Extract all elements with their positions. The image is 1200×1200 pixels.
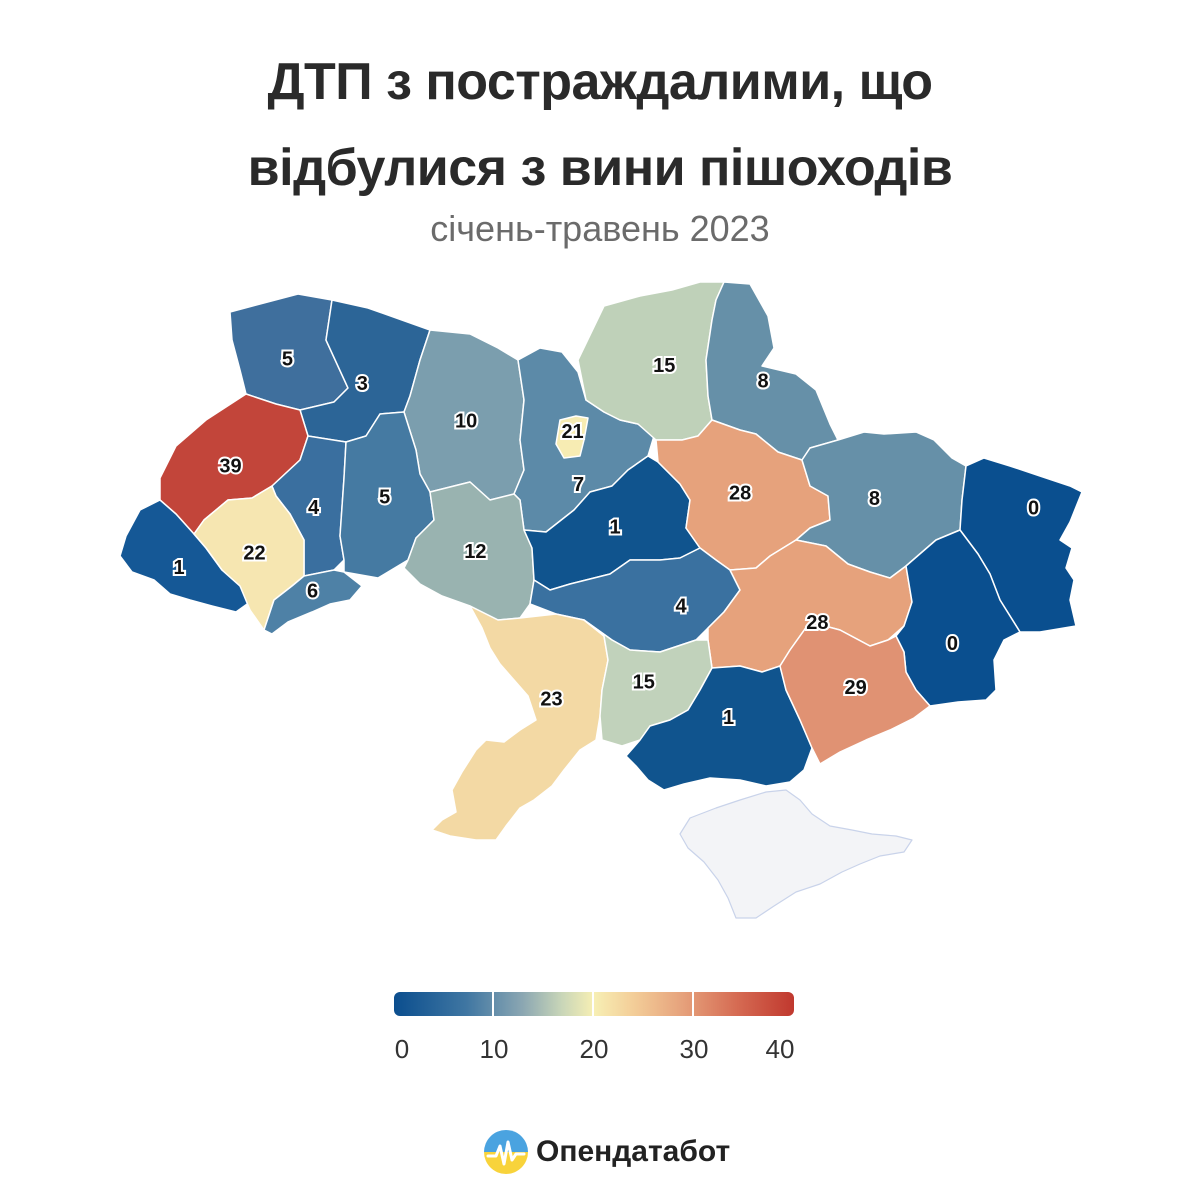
region-chernivtsi[interactable] bbox=[263, 569, 363, 635]
legend-tick-0: 0 bbox=[394, 1034, 410, 1064]
legend-separator bbox=[492, 992, 494, 1016]
title-line-2: відбулися з вини пішоходів bbox=[247, 139, 953, 197]
legend-tick-40: 40 bbox=[765, 1034, 795, 1064]
legend-separator bbox=[592, 992, 594, 1016]
region-value-label: 10 bbox=[455, 410, 477, 432]
region-value-label: 8 bbox=[869, 488, 880, 510]
region-zaporizhzhia[interactable] bbox=[779, 621, 931, 765]
region-value-label: 4 bbox=[308, 497, 320, 519]
region-value-label: 0 bbox=[947, 633, 958, 655]
legend-separator bbox=[692, 992, 694, 1016]
region-value-label: 1 bbox=[173, 557, 184, 579]
title-line-1: ДТП з постраждалими, що bbox=[267, 53, 933, 111]
region-odesa[interactable] bbox=[431, 605, 609, 841]
region-zakarpattia[interactable] bbox=[119, 499, 251, 613]
opendatabot-logo[interactable]: Опендатабот bbox=[484, 1128, 730, 1176]
region-value-label: 15 bbox=[653, 355, 675, 377]
region-value-label: 1 bbox=[610, 517, 621, 539]
region-value-label: 21 bbox=[561, 421, 583, 443]
logo-text: Опендатабот bbox=[536, 1135, 731, 1168]
region-value-label: 29 bbox=[845, 677, 867, 699]
legend-tick-30: 30 bbox=[679, 1034, 709, 1064]
ukraine-map: 5 3 10 7 21 15 8 39 4 5 12 1 28 8 0 1 22 6 4 28 0 23 15 1 29 bbox=[119, 281, 1083, 919]
region-value-label: 3 bbox=[357, 373, 368, 395]
region-value-label: 23 bbox=[540, 688, 562, 710]
region-labels: 5 3 10 7 21 15 8 39 4 5 12 1 28 8 0 1 22 6 4 28 0 23 15 1 29 bbox=[171, 346, 1041, 730]
region-value-label: 5 bbox=[282, 348, 293, 370]
region-value-label: 22 bbox=[243, 543, 265, 565]
legend-colorbar bbox=[394, 992, 794, 1016]
region-value-label: 1 bbox=[723, 707, 734, 729]
region-value-label: 28 bbox=[806, 612, 828, 634]
region-value-label: 4 bbox=[675, 596, 687, 618]
region-kyiv-city[interactable] bbox=[555, 415, 589, 459]
region-value-label: 0 bbox=[1028, 498, 1039, 520]
legend-tick-20: 20 bbox=[579, 1034, 609, 1064]
region-value-label: 12 bbox=[464, 541, 486, 563]
region-value-label: 7 bbox=[573, 474, 584, 496]
subtitle: січень-травень 2023 bbox=[430, 208, 770, 249]
region-crimea[interactable] bbox=[679, 789, 913, 919]
region-value-label: 39 bbox=[219, 456, 241, 478]
region-kherson[interactable] bbox=[625, 665, 813, 791]
opendatabot-logo-icon bbox=[484, 1130, 528, 1174]
region-value-label: 5 bbox=[379, 486, 390, 508]
legend-tick-10: 10 bbox=[479, 1034, 509, 1064]
region-value-label: 6 bbox=[307, 580, 318, 602]
region-value-label: 28 bbox=[729, 483, 751, 505]
region-value-label: 8 bbox=[757, 370, 768, 392]
region-value-label: 15 bbox=[633, 671, 655, 693]
